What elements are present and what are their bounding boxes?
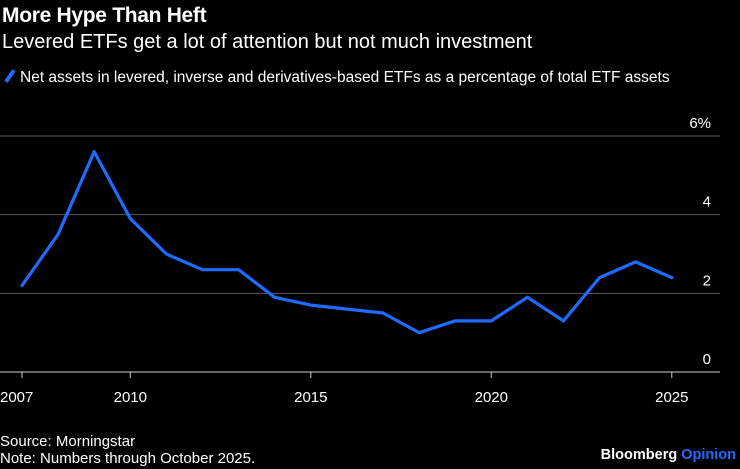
- data-point: [237, 268, 241, 272]
- chart-subtitle: Levered ETFs get a lot of attention but …: [2, 31, 533, 53]
- data-point: [526, 295, 529, 299]
- y-tick-label: 0: [703, 351, 711, 368]
- source-note: Source: Morningstar: [0, 433, 136, 450]
- data-point: [273, 295, 277, 299]
- data-point: [345, 307, 349, 311]
- series-line: [20, 150, 674, 335]
- data-point: [634, 260, 638, 264]
- footnote: Note: Numbers through October 2025.: [0, 450, 256, 467]
- x-tick-label: 2010: [114, 389, 147, 406]
- x-tick-label: 2007: [0, 389, 33, 406]
- data-point: [453, 319, 457, 323]
- x-tick-label: 2025: [655, 389, 688, 406]
- chart-title: More Hype Than Heft: [2, 4, 207, 27]
- data-point: [92, 150, 96, 154]
- data-point: [201, 268, 204, 272]
- data-point: [128, 217, 132, 221]
- y-tick-label: 6%: [689, 115, 711, 132]
- brand-accent: Opinion: [681, 447, 736, 463]
- legend: Net assets in levered, inverse and deriv…: [2, 68, 722, 87]
- footer: Source: Morningstar Note: Numbers throug…: [0, 433, 255, 467]
- y-tick-label: 2: [703, 272, 711, 289]
- data-point: [381, 311, 385, 315]
- data-point: [165, 252, 168, 256]
- y-tick-label: 4: [703, 194, 711, 211]
- data-point: [562, 319, 565, 323]
- x-tick-label: 2020: [475, 389, 508, 406]
- data-point: [20, 284, 24, 287]
- data-point: [670, 276, 674, 279]
- x-tick-label: 2015: [294, 389, 327, 406]
- data-point: [489, 319, 493, 323]
- data-point: [309, 303, 313, 307]
- data-point: [417, 331, 421, 335]
- data-point: [598, 276, 601, 279]
- brand-main: Bloomberg: [600, 447, 678, 463]
- brand-logo: Bloomberg Opinion: [601, 447, 736, 463]
- legend-label: Net assets in levered, inverse and deriv…: [20, 69, 670, 86]
- data-point: [56, 232, 60, 236]
